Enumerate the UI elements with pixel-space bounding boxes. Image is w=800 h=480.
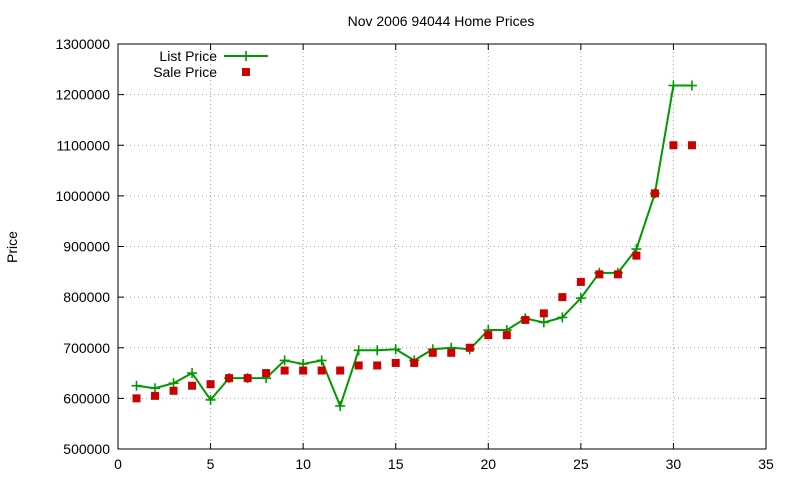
y-tick-label: 700000 [63,340,110,356]
data-point [447,348,456,357]
data-point [502,331,511,340]
data-point [317,366,326,375]
data-point [188,381,197,390]
data-point [353,345,364,356]
data-point [390,344,401,355]
x-tick-label: 20 [480,456,496,472]
data-point [538,317,549,328]
data-point [465,343,474,352]
y-axis-label: Price [4,231,20,263]
data-point [632,251,641,260]
x-tick-label: 10 [295,456,311,472]
x-tick-label: 30 [666,456,682,472]
data-point [150,383,161,394]
y-tick-label: 900000 [63,239,110,255]
data-point [316,355,327,366]
series [131,80,697,411]
x-tick-label: 25 [573,456,589,472]
data-point [187,368,198,379]
data-point [576,277,585,286]
data-point [354,361,363,370]
data-point [557,312,568,323]
data-point [539,309,548,318]
data-point [206,380,215,389]
x-tick-label: 0 [114,456,122,472]
data-point [558,293,567,302]
y-tick-label: 500000 [63,441,110,457]
data-point [410,358,419,367]
data-point [669,141,678,150]
data-point [668,80,679,91]
y-tick-label: 1200000 [55,87,110,103]
data-point [169,386,178,395]
data-point [372,345,383,356]
y-tick-label: 1000000 [55,188,110,204]
data-point [650,189,659,198]
data-point [280,366,289,375]
data-point [168,378,179,389]
grid [118,44,766,449]
data-point [686,80,697,91]
legend-marker [241,51,251,61]
data-point [595,270,604,279]
data-point [151,391,160,400]
series-sale-price [132,141,696,403]
data-point [299,366,308,375]
legend-label: Sale Price [153,64,217,80]
legend-entry: Sale Price [153,64,250,80]
data-point [336,366,345,375]
y-tick-label: 600000 [63,390,110,406]
y-tick-label: 1100000 [57,137,111,153]
x-tick-label: 35 [758,456,774,472]
legend-label: List Price [159,48,217,64]
data-point [687,141,696,150]
data-point [243,374,252,383]
data-point [225,374,234,383]
data-point [373,361,382,370]
x-tick-label: 5 [207,456,215,472]
data-point [132,394,141,403]
data-point [521,315,530,324]
data-point [575,293,586,304]
axes: 0 5 10 15 20 25 30 35 500000 600000 700000 800000 90… [55,36,774,472]
legend-entry: List Price [159,48,268,64]
data-point [335,400,346,411]
data-point [131,380,142,391]
x-tick-label: 15 [388,456,404,472]
legend-marker [242,68,250,76]
plot-border [117,43,767,450]
data-point [613,270,622,279]
y-tick-label: 800000 [63,289,110,305]
data-point [484,331,493,340]
data-point [428,348,437,357]
data-point [279,355,290,366]
data-point [205,394,216,405]
data-point [262,369,271,378]
y-tick-label: 1300000 [55,36,110,52]
data-point [391,358,400,367]
chart-title: Nov 2006 94044 Home Prices [348,13,535,29]
